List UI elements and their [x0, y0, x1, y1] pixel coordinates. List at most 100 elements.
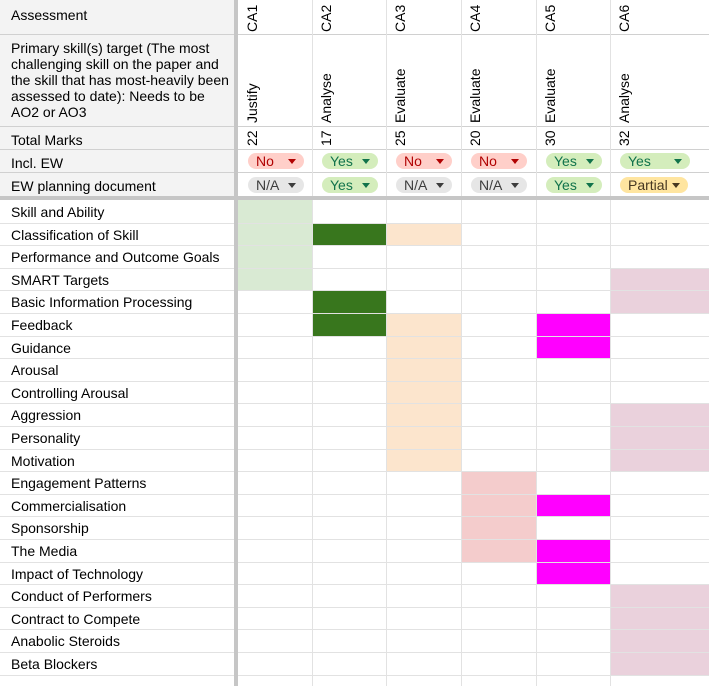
incl-ew-label[interactable]: Incl. EW: [11, 155, 64, 171]
dropdown-arrow-icon[interactable]: [674, 159, 682, 164]
topic-row-label[interactable]: Sponsorship: [11, 520, 89, 537]
highlight-cell[interactable]: [610, 606, 709, 630]
dropdown-arrow-icon[interactable]: [436, 159, 444, 164]
incl-ew-chip[interactable]: No: [248, 153, 304, 169]
total-marks-label[interactable]: Total Marks: [11, 132, 83, 148]
dropdown-arrow-icon[interactable]: [586, 183, 594, 188]
frozen-row-divider[interactable]: [0, 196, 709, 200]
highlight-cell[interactable]: [238, 245, 312, 268]
incl-ew-chip[interactable]: Yes: [322, 153, 378, 169]
highlight-cell[interactable]: [386, 335, 461, 359]
topic-row-label[interactable]: Performance and Outcome Goals: [11, 249, 220, 266]
highlight-cell[interactable]: [461, 539, 536, 562]
primary-skill-value[interactable]: Analyse: [616, 73, 632, 123]
ew-planning-chip[interactable]: Yes: [322, 177, 378, 193]
highlight-cell[interactable]: [238, 222, 312, 246]
highlight-cell[interactable]: [610, 403, 709, 426]
highlight-cell[interactable]: [610, 290, 709, 313]
highlight-cell[interactable]: [312, 313, 386, 336]
dropdown-arrow-icon[interactable]: [586, 159, 594, 164]
dropdown-arrow-icon[interactable]: [362, 159, 370, 164]
highlight-cell[interactable]: [461, 493, 536, 517]
topic-row-label[interactable]: The Media: [11, 543, 78, 559]
primary-skill-value[interactable]: Evaluate: [392, 68, 408, 123]
ew-planning-label[interactable]: EW planning document: [11, 178, 156, 194]
primary-skill-value[interactable]: Evaluate: [467, 68, 483, 123]
topic-row-label[interactable]: Beta Blockers: [11, 656, 98, 672]
topic-row-label[interactable]: Controlling Arousal: [11, 384, 129, 401]
dropdown-arrow-icon[interactable]: [288, 159, 296, 164]
highlight-cell[interactable]: [536, 561, 610, 585]
assessment-id[interactable]: CA3: [392, 4, 408, 32]
ew-planning-chip[interactable]: N/A: [396, 177, 452, 193]
highlight-cell[interactable]: [461, 516, 536, 539]
highlight-cell[interactable]: [386, 448, 461, 472]
dropdown-arrow-icon[interactable]: [511, 159, 519, 164]
highlight-cell[interactable]: [238, 200, 312, 223]
topic-row-label[interactable]: Personality: [11, 430, 81, 446]
ew-planning-chip[interactable]: Partial: [620, 177, 688, 193]
topic-row-label[interactable]: SMART Targets: [11, 271, 110, 288]
highlight-cell[interactable]: [536, 539, 610, 562]
highlight-cell[interactable]: [536, 493, 610, 517]
incl-ew-chip[interactable]: No: [471, 153, 527, 169]
topic-row-label[interactable]: Arousal: [11, 362, 59, 379]
total-marks-value[interactable]: 22: [244, 130, 260, 146]
ew-planning-chip[interactable]: N/A: [471, 177, 527, 193]
highlight-cell[interactable]: [386, 313, 461, 336]
assessment-id[interactable]: CA6: [616, 4, 632, 32]
highlight-cell[interactable]: [610, 267, 709, 291]
dropdown-arrow-icon[interactable]: [288, 183, 296, 188]
primary-skill-label[interactable]: Primary skill(s) target (The most challe…: [11, 40, 229, 120]
dropdown-arrow-icon[interactable]: [672, 183, 680, 188]
total-marks-value[interactable]: 20: [467, 130, 483, 146]
topic-row-label[interactable]: Basic Information Processing: [11, 294, 193, 311]
topic-row-label[interactable]: Classification of Skill: [11, 226, 139, 243]
primary-skill-value[interactable]: Evaluate: [542, 68, 558, 123]
highlight-cell[interactable]: [610, 584, 709, 607]
total-marks-value[interactable]: 30: [542, 130, 558, 146]
highlight-cell[interactable]: [386, 403, 461, 426]
incl-ew-chip[interactable]: Yes: [546, 153, 602, 169]
topic-row-label[interactable]: Feedback: [11, 317, 73, 333]
topic-row-label[interactable]: Aggression: [11, 407, 82, 424]
highlight-cell[interactable]: [610, 629, 709, 652]
topic-row-label[interactable]: Skill and Ability: [11, 204, 105, 220]
highlight-cell[interactable]: [610, 448, 709, 472]
topic-row-label[interactable]: Commercialisation: [11, 497, 127, 514]
dropdown-arrow-icon[interactable]: [511, 183, 519, 188]
frozen-column-divider[interactable]: [234, 0, 238, 686]
topic-row-label[interactable]: Anabolic Steroids: [11, 633, 120, 650]
highlight-cell[interactable]: [610, 426, 709, 449]
incl-ew-chip[interactable]: Yes: [620, 153, 690, 169]
assessment-id[interactable]: CA5: [542, 4, 558, 32]
highlight-cell[interactable]: [238, 267, 312, 291]
total-marks-value[interactable]: 17: [318, 130, 334, 146]
total-marks-value[interactable]: 32: [616, 130, 632, 146]
topic-row-label[interactable]: Motivation: [11, 452, 75, 469]
highlight-cell[interactable]: [386, 380, 461, 404]
topic-row-label[interactable]: Conduct of Performers: [11, 588, 152, 605]
highlight-cell[interactable]: [386, 222, 461, 246]
primary-skill-value[interactable]: Analyse: [318, 73, 334, 123]
highlight-cell[interactable]: [461, 471, 536, 494]
assessment-id[interactable]: CA4: [467, 4, 483, 32]
ew-planning-chip[interactable]: Yes: [546, 177, 602, 193]
highlight-cell[interactable]: [312, 222, 386, 246]
ew-planning-chip[interactable]: N/A: [248, 177, 304, 193]
total-marks-value[interactable]: 25: [392, 130, 408, 146]
dropdown-arrow-icon[interactable]: [362, 183, 370, 188]
assessment-id[interactable]: CA1: [244, 4, 260, 32]
assessment-label[interactable]: Assessment: [11, 7, 88, 23]
topic-row-label[interactable]: Impact of Technology: [11, 565, 144, 582]
highlight-cell[interactable]: [536, 313, 610, 336]
primary-skill-value[interactable]: Justify: [244, 83, 260, 123]
highlight-cell[interactable]: [386, 358, 461, 381]
topic-row-label[interactable]: Guidance: [11, 339, 71, 356]
topic-row-label[interactable]: Engagement Patterns: [11, 475, 147, 492]
dropdown-arrow-icon[interactable]: [436, 183, 444, 188]
highlight-cell[interactable]: [312, 290, 386, 313]
incl-ew-chip[interactable]: No: [396, 153, 452, 169]
highlight-cell[interactable]: [610, 652, 709, 675]
highlight-cell[interactable]: [386, 426, 461, 449]
